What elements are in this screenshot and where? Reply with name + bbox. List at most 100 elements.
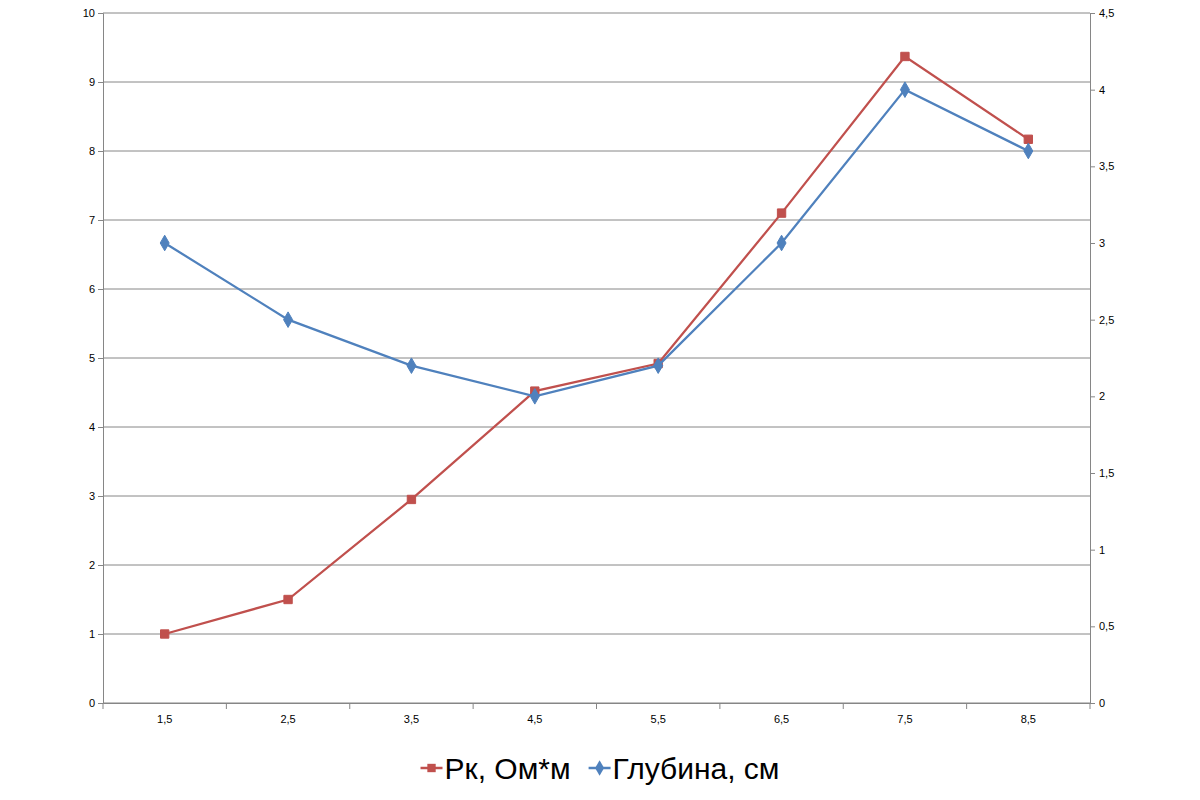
y-tick-mark <box>98 358 103 359</box>
grid-line <box>103 13 1090 14</box>
series-marker <box>1024 143 1033 159</box>
y2-tick: 4 <box>1090 84 1105 96</box>
y-tick-label: 2 <box>89 559 95 571</box>
y2-tick-mark <box>1090 473 1095 474</box>
y-tick-label: 8 <box>89 145 95 157</box>
y-tick-label: 1 <box>89 628 95 640</box>
y-tick-label: 4 <box>89 421 95 433</box>
y2-tick-mark <box>1090 166 1095 167</box>
grid-line <box>103 220 1090 221</box>
legend-marker <box>427 764 435 772</box>
plot-area <box>160 52 1033 638</box>
y2-tick-label: 2 <box>1099 390 1105 402</box>
series-marker <box>161 630 169 638</box>
y2-tick: 0,5 <box>1090 620 1114 632</box>
y-tick-mark <box>98 220 103 221</box>
y-tick-mark <box>98 427 103 428</box>
y2-tick-label: 4,5 <box>1099 7 1114 19</box>
legend-label: Рк, Ом*м <box>445 752 571 785</box>
x-divider <box>473 703 474 709</box>
y-tick: 5 <box>89 352 103 364</box>
series-marker <box>1024 135 1032 143</box>
series-marker <box>900 82 909 98</box>
x-tick-label: 3,5 <box>404 713 419 725</box>
y2-tick-mark <box>1090 243 1095 244</box>
x-divider <box>719 703 720 709</box>
legend: Рк, Ом*м Глубина, см <box>421 752 780 785</box>
y-tick-mark <box>98 82 103 83</box>
x-divider <box>596 703 597 709</box>
y2-tick-mark <box>1090 703 1095 704</box>
grid-line <box>103 496 1090 497</box>
y-tick-label: 5 <box>89 352 95 364</box>
y2-tick-mark <box>1090 550 1095 551</box>
grid-line <box>103 151 1090 152</box>
y2-tick-mark <box>1090 396 1095 397</box>
x-divider <box>1090 703 1091 709</box>
series-line <box>165 56 1029 634</box>
x-tick: 5,5 <box>651 703 666 725</box>
series-line <box>165 90 1029 397</box>
y-tick: 9 <box>89 76 103 88</box>
x-divider <box>843 703 844 709</box>
series-marker <box>284 595 292 603</box>
grid-line <box>103 358 1090 359</box>
series-marker <box>654 358 663 374</box>
y-tick: 1 <box>89 628 103 640</box>
y2-tick: 3,5 <box>1090 160 1114 172</box>
y2-tick: 0 <box>1090 697 1105 709</box>
y-tick: 2 <box>89 559 103 571</box>
y-tick-mark <box>98 13 103 14</box>
x-tick-label: 6,5 <box>774 713 789 725</box>
x-axis: 1,52,53,54,55,56,57,58,5 <box>104 703 1091 725</box>
y2-tick-mark <box>1090 90 1095 91</box>
y2-tick-mark <box>1090 13 1095 14</box>
y-tick-label: 3 <box>89 490 95 502</box>
series-marker <box>777 209 785 217</box>
y-tick-label: 0 <box>89 697 95 709</box>
chart: 01234567891000,511,522,533,544,51,52,53,… <box>0 0 1200 800</box>
x-tick: 3,5 <box>404 703 419 725</box>
series-marker <box>407 495 415 503</box>
legend-item: Глубина, см <box>589 752 780 785</box>
series-marker <box>530 389 539 405</box>
y2-tick-label: 3,5 <box>1099 160 1114 172</box>
grid <box>103 13 1090 703</box>
y2-axis: 00,511,522,533,544,5 <box>1090 7 1114 709</box>
y-tick: 8 <box>89 145 103 157</box>
series-marker <box>777 235 786 251</box>
y-tick-mark <box>98 703 103 704</box>
y2-tick-mark <box>1090 626 1095 627</box>
grid-line <box>103 565 1090 566</box>
y-tick-mark <box>98 634 103 635</box>
y-tick: 7 <box>89 214 103 226</box>
y-tick-mark <box>98 151 103 152</box>
y2-tick-label: 2,5 <box>1099 314 1114 326</box>
series-marker <box>407 358 416 374</box>
y-tick: 6 <box>89 283 103 295</box>
x-tick: 6,5 <box>774 703 789 725</box>
x-tick-label: 1,5 <box>157 713 172 725</box>
x-divider <box>103 703 104 709</box>
y-tick-mark <box>98 496 103 497</box>
y-tick-mark <box>98 289 103 290</box>
y2-tick: 1,5 <box>1090 467 1114 479</box>
x-tick: 8,5 <box>1021 703 1036 725</box>
y2-tick-label: 0,5 <box>1099 620 1114 632</box>
legend-item: Рк, Ом*м <box>421 752 571 785</box>
grid-line <box>103 634 1090 635</box>
series-marker <box>901 52 909 60</box>
y2-tick-label: 0 <box>1099 697 1105 709</box>
series-marker <box>160 235 169 251</box>
x-tick-label: 8,5 <box>1021 713 1036 725</box>
y2-tick: 2,5 <box>1090 314 1114 326</box>
y2-tick-mark <box>1090 320 1095 321</box>
y2-tick: 1 <box>1090 544 1105 556</box>
x-divider <box>226 703 227 709</box>
x-divider <box>966 703 967 709</box>
y-tick: 0 <box>89 697 103 709</box>
y-tick: 10 <box>83 7 103 19</box>
y-axis-line <box>98 14 104 704</box>
y2-axis-line <box>1091 14 1096 704</box>
y-tick-label: 10 <box>83 7 95 19</box>
